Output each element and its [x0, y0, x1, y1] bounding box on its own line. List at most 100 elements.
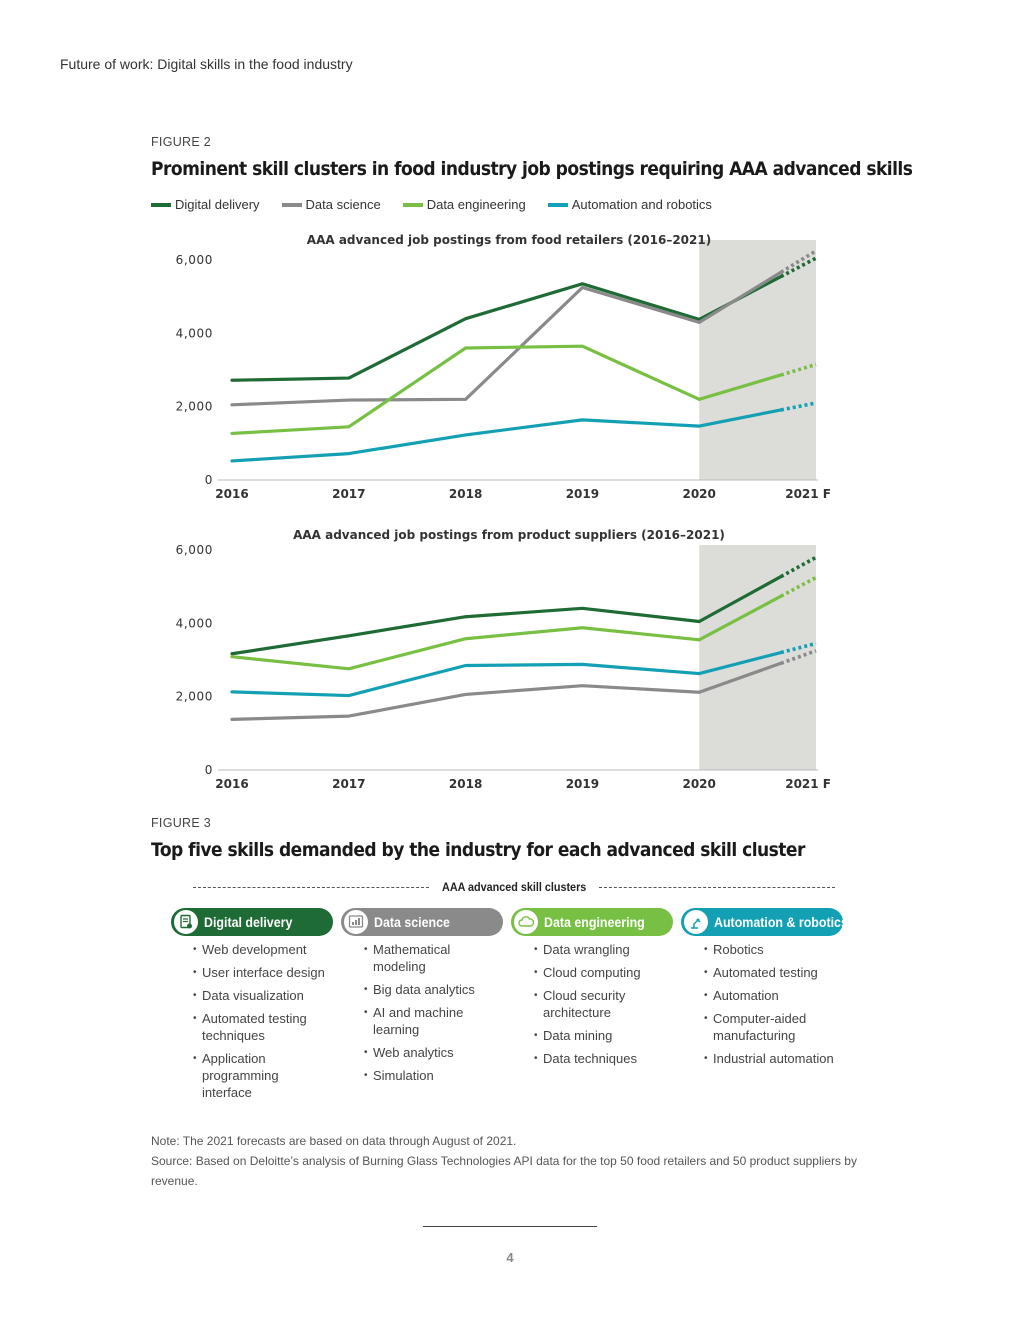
skill-item: Cloud computing — [534, 964, 694, 981]
y-tick-label: 2,000 — [176, 690, 213, 704]
series-forecast-solid-digital-delivery — [697, 574, 783, 624]
series-forecast-solid-automation-and-robotics — [697, 650, 783, 676]
y-tick-label: 4,000 — [176, 326, 213, 340]
cluster-name-data-science: Data science — [374, 914, 450, 930]
chart-legend: Digital delivery Data science Data engin… — [151, 197, 712, 212]
legend-item-automation-robotics: Automation and robotics — [547, 197, 712, 212]
series-forecast-solid-data-engineering — [697, 594, 783, 642]
x-tick-label: 2019 — [566, 487, 599, 501]
x-tick-label: 2020 — [682, 777, 715, 791]
skill-clusters-heading-text: AAA advanced skill clusters — [441, 880, 587, 894]
x-tick-label: 2018 — [449, 777, 482, 791]
series-digital-delivery — [230, 555, 817, 656]
cluster-pill-digital-delivery: Digital delivery — [171, 908, 333, 936]
page-number: 4 — [506, 1250, 514, 1265]
series-forecast-dotted-automation-and-robotics — [780, 641, 817, 655]
skill-item: Industrial automation — [704, 1050, 864, 1067]
source-text: Source: Based on Deloitte’s analysis of … — [151, 1154, 857, 1188]
series-forecast-dotted-data-science — [780, 649, 817, 665]
series-line-digital-delivery — [230, 282, 701, 382]
cluster-pill-data-science: Data science — [341, 908, 503, 936]
series-line-data-science — [230, 684, 701, 722]
figure-notes: Note: The 2021 forecasts are based on da… — [151, 1131, 861, 1191]
skill-list-data-engineering: Data wrangling Cloud computing Cloud sec… — [534, 941, 694, 1073]
series-forecast-dotted-data-engineering — [780, 575, 817, 598]
skill-list-digital-delivery: Web development User interface design Da… — [193, 941, 353, 1107]
legend-swatch-data-engineering — [402, 202, 423, 207]
skill-item: Web analytics — [364, 1044, 524, 1061]
x-tick-label: 2016 — [215, 777, 248, 791]
food-retailers-line-chart: AAA advanced job postings from food reta… — [176, 233, 831, 501]
x-tick-label: 2020 — [682, 487, 715, 501]
x-tick-label: 2016 — [215, 487, 248, 501]
legend-swatch-data-science — [281, 202, 302, 207]
x-tick-label: 2018 — [449, 487, 482, 501]
document-icon — [174, 910, 198, 934]
skill-item: Web development — [193, 941, 353, 958]
page-header: Future of work: Digital skills in the fo… — [60, 56, 353, 72]
chart-icon — [344, 910, 368, 934]
cluster-pill-automation-robotics: Automation & robotics — [681, 908, 848, 936]
series-line-digital-delivery — [230, 606, 701, 656]
series-data-engineering — [230, 344, 817, 436]
y-tick-label: 0 — [205, 473, 213, 487]
footer-divider — [423, 1226, 597, 1227]
skill-item: Data visualization — [193, 987, 353, 1004]
legend-swatch-digital-delivery — [151, 202, 171, 207]
cluster-name-digital-delivery: Digital delivery — [204, 914, 293, 930]
skill-item: Data mining — [534, 1027, 694, 1044]
skill-item: Automated testing techniques — [193, 1010, 332, 1044]
series-automation-and-robotics — [230, 641, 817, 698]
skill-item: Mathematical modeling — [364, 941, 483, 975]
cluster-pill-data-engineering: Data engineering — [511, 908, 673, 936]
skill-item: Cloud security architecture — [534, 987, 653, 1021]
legend-label-data-science: Data science — [305, 197, 381, 212]
series-line-automation-and-robotics — [230, 418, 701, 463]
skill-item: User interface design — [193, 964, 353, 981]
series-line-data-engineering — [230, 344, 701, 436]
skill-item: Data wrangling — [534, 941, 694, 958]
robot-arm-icon — [684, 910, 708, 934]
legend-item-data-engineering: Data engineering — [402, 197, 526, 212]
x-tick-label: 2019 — [566, 777, 599, 791]
skill-item: Application programming interface — [193, 1050, 312, 1101]
skill-item: Robotics — [704, 941, 864, 958]
series-automation-and-robotics — [230, 401, 817, 463]
cluster-name-data-engineering: Data engineering — [544, 914, 645, 930]
legend-item-digital-delivery: Digital delivery — [151, 197, 260, 212]
skill-item: Automation — [704, 987, 864, 1004]
series-forecast-dotted-digital-delivery — [780, 256, 817, 279]
heading-dash-right — [599, 886, 836, 888]
legend-label-digital-delivery: Digital delivery — [175, 197, 260, 212]
figure-2-label: FIGURE 2 — [151, 135, 212, 149]
chart-title: AAA advanced job postings from food reta… — [307, 233, 711, 247]
figure-3-title: Top five skills demanded by the industry… — [151, 839, 805, 861]
y-tick-label: 6,000 — [176, 543, 213, 557]
legend-label-automation-robotics: Automation and robotics — [571, 197, 712, 212]
x-tick-label: 2021 F — [785, 777, 831, 791]
y-tick-label: 6,000 — [176, 253, 213, 267]
figure-2-title: Prominent skill clusters in food industr… — [151, 158, 913, 180]
skill-item: Automated testing — [704, 964, 864, 981]
y-tick-label: 0 — [205, 763, 213, 777]
x-tick-label: 2017 — [332, 487, 365, 501]
skill-clusters-heading: AAA advanced skill clusters — [193, 880, 836, 894]
series-forecast-solid-automation-and-robotics — [697, 408, 783, 428]
x-tick-label: 2021 F — [785, 487, 831, 501]
cloud-icon — [514, 910, 538, 934]
legend-item-data-science: Data science — [281, 197, 381, 212]
series-line-data-science — [230, 285, 701, 407]
product-suppliers-line-chart: AAA advanced job postings from product s… — [176, 528, 831, 791]
y-tick-label: 2,000 — [176, 400, 213, 414]
heading-dash-left — [193, 886, 429, 888]
x-tick-label: 2017 — [332, 777, 365, 791]
skill-item: Computer-aided manufacturing — [704, 1010, 833, 1044]
skill-list-data-science: Mathematical modeling Big data analytics… — [364, 941, 524, 1090]
legend-label-data-engineering: Data engineering — [426, 197, 526, 212]
series-data-science — [230, 649, 817, 722]
series-forecast-dotted-data-science — [780, 249, 817, 274]
series-forecast-solid-data-science — [697, 270, 783, 324]
series-forecast-solid-data-science — [697, 661, 783, 694]
series-data-science — [230, 249, 817, 407]
charts-canvas: AAA advanced job postings from food reta… — [176, 233, 831, 791]
